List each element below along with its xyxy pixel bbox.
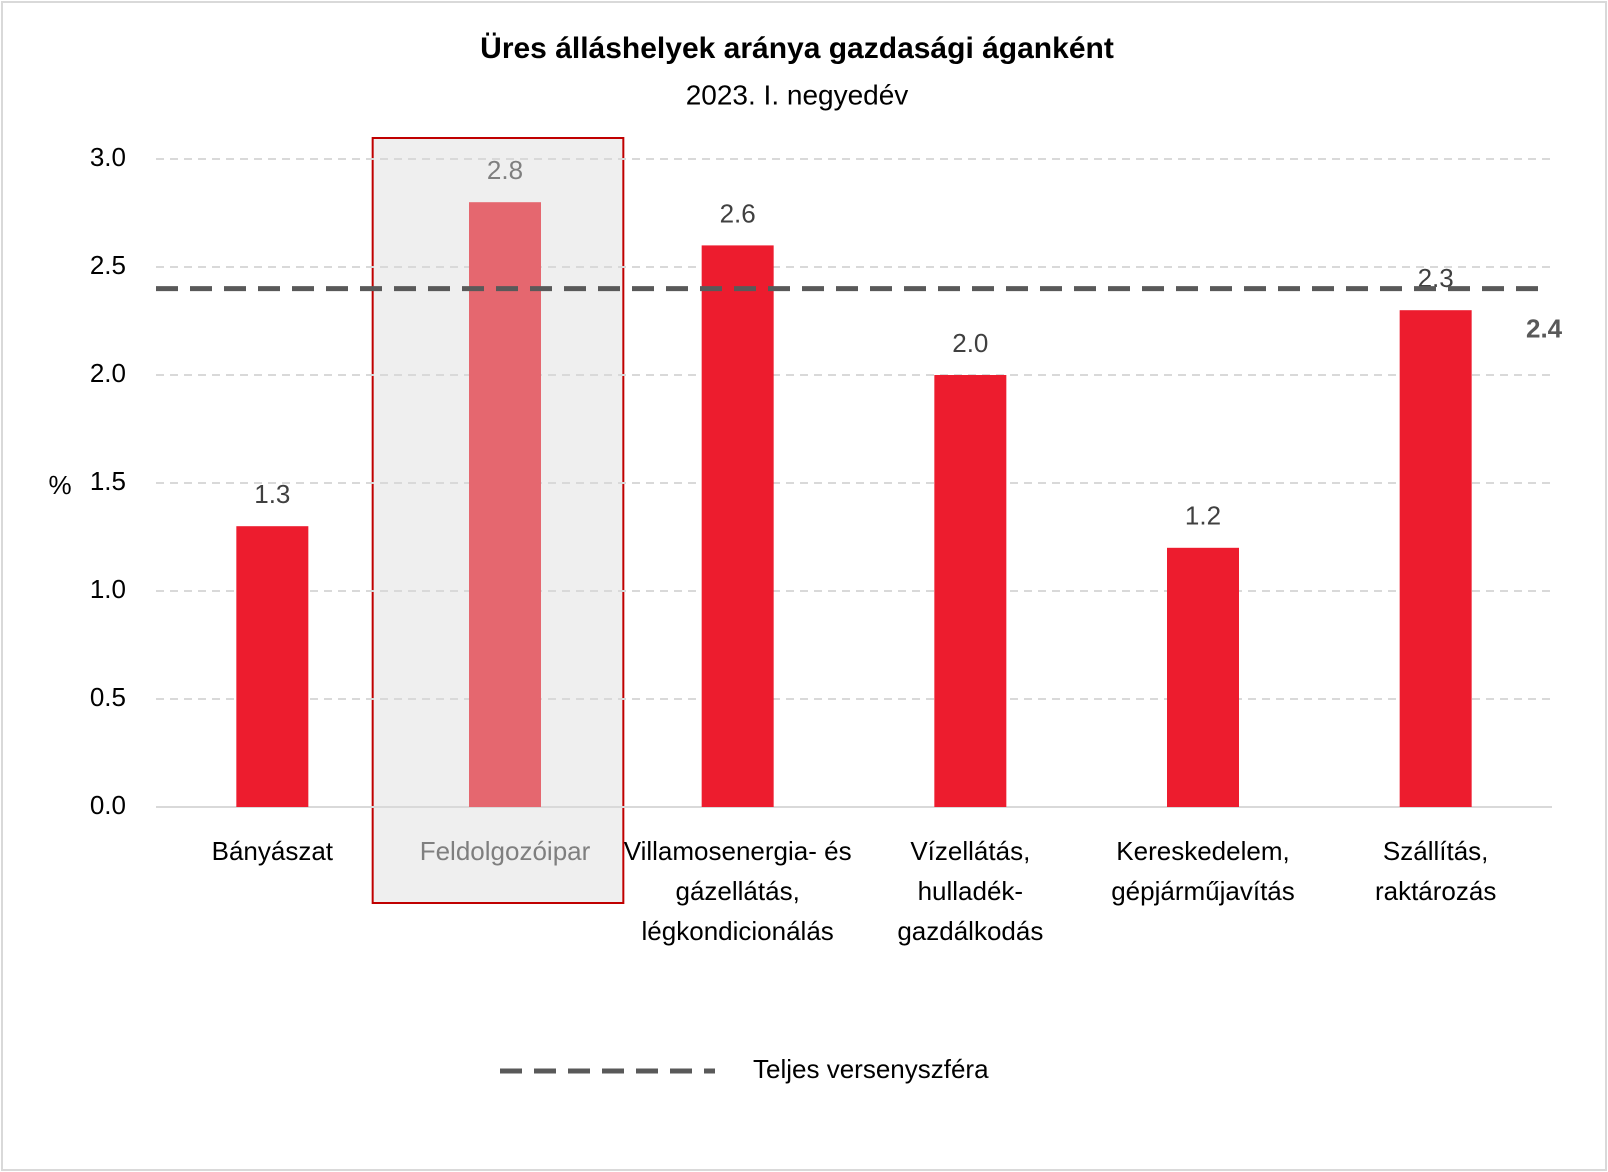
bar xyxy=(1167,547,1239,807)
y-tick-label: 1.0 xyxy=(90,574,126,604)
reference-label: 2.4 xyxy=(1526,313,1563,343)
data-label: 2.8 xyxy=(487,155,523,185)
bar xyxy=(469,202,541,807)
data-label: 2.6 xyxy=(720,198,756,228)
legend-label: Teljes versenyszféra xyxy=(753,1054,989,1084)
x-tick-label: Villamosenergia- és gázellátás, légkondi… xyxy=(623,836,852,946)
y-tick-label: 2.0 xyxy=(90,358,126,388)
chart-subtitle: 2023. I. negyedév xyxy=(686,79,909,110)
chart-title: Üres álláshelyek aránya gazdasági áganké… xyxy=(480,32,1114,65)
data-label: 1.3 xyxy=(254,479,290,509)
bar xyxy=(701,245,774,807)
x-tick-label: Szállítás, raktározás xyxy=(1374,836,1497,906)
x-tick-label: Vízellátás, hulladék-gazdálkodás xyxy=(897,836,1044,946)
data-label: 2.0 xyxy=(952,328,988,358)
x-tick-label: Bányászat xyxy=(211,836,334,866)
y-tick-label: 2.5 xyxy=(90,250,126,280)
bar xyxy=(236,526,309,807)
y-tick-label: 0.0 xyxy=(90,790,126,820)
x-tick-label: Kereskedelem, gépjárműjavítás xyxy=(1111,836,1295,906)
x-tick-label: Feldolgozóipar xyxy=(419,836,591,866)
y-tick-label: 1.5 xyxy=(90,466,126,496)
bar xyxy=(1399,310,1472,807)
y-tick-label: 3.0 xyxy=(90,142,126,172)
data-label: 1.2 xyxy=(1185,501,1221,531)
bar xyxy=(934,375,1007,807)
y-axis-label: % xyxy=(48,470,71,500)
y-tick-label: 0.5 xyxy=(90,682,126,712)
